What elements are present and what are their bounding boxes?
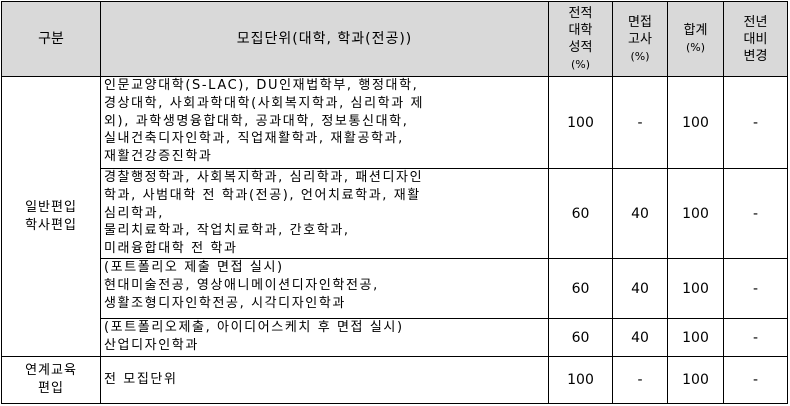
unit-cell: 경찰행정학과, 사회복지학과, 심리학과, 패션디자인 학과, 사범대학 전 학…: [100, 168, 549, 259]
header-transcript: 전적 대학 성적 (%): [548, 1, 613, 77]
unit-line: 학과, 사범대학 전 학과(전공), 언어치료학과, 재활: [104, 187, 421, 203]
header-text: 대비: [743, 31, 768, 47]
unit-line: 심리학과,: [104, 205, 164, 221]
header-row: 구분 모집단위(대학, 학과(전공)) 전적 대학 성적 (%) 면접 고사 (…: [1, 1, 788, 77]
group-label: 일반편입: [25, 199, 77, 215]
header-text: 면접: [628, 14, 652, 30]
change-cell: -: [723, 168, 788, 259]
unit-line: 경상대학, 사회과학대학(사회복지학과, 심리학과 제: [104, 95, 425, 111]
table-row: 일반편입 학사편입 인문교양대학(S-LAC), DU인재법학부, 행정대학, …: [1, 76, 788, 357]
header-interview: 면접 고사 (%): [612, 1, 668, 77]
interview-cell: 40: [612, 258, 668, 319]
unit-line: 물리치료학과, 작업치료학과, 간호학과,: [104, 223, 350, 239]
unit-cell: 인문교양대학(S-LAC), DU인재법학부, 행정대학, 경상대학, 사회과학…: [100, 76, 549, 169]
header-text: 성적: [568, 40, 593, 55]
table-row: 연계교육 편입 전 모집단위 100 - 100 -: [1, 356, 788, 404]
transcript-cell: 100: [548, 356, 613, 404]
unit-cell: 전 모집단위: [100, 356, 549, 404]
unit-line: 실내건축디자인학과, 직업재활학과, 재활공학과,: [104, 131, 404, 147]
group-label: 학사편입: [25, 217, 77, 233]
total-cell: 100: [667, 258, 724, 319]
header-change: 전년 대비 변경: [723, 1, 788, 77]
change-cell: -: [723, 258, 788, 319]
header-text: 합계: [683, 23, 708, 38]
header-text: (%): [630, 49, 650, 63]
header-text: (%): [685, 41, 706, 54]
total-cell: 100: [667, 318, 724, 357]
header-unit: 모집단위(대학, 학과(전공)): [100, 1, 549, 77]
transcript-cell: 60: [548, 168, 613, 259]
group-label: 편입: [38, 381, 64, 396]
total-cell: 100: [667, 356, 724, 404]
transcript-cell: 60: [548, 258, 613, 319]
transcript-cell: 60: [548, 318, 613, 357]
unit-line: 전 모집단위: [104, 372, 178, 388]
unit-cell: (포트폴리오제출, 아이디어스케치 후 면접 실시) 산업디자인학과: [100, 318, 549, 357]
header-text: 전년: [743, 14, 768, 30]
interview-cell: -: [612, 356, 668, 404]
unit-line: 재활건강증진학과: [104, 149, 213, 165]
header-text: 대학: [568, 23, 593, 38]
change-cell: -: [723, 76, 788, 169]
table-row: (포트폴리오제출, 아이디어스케치 후 면접 실시) 산업디자인학과 60 40…: [2, 318, 788, 357]
header-text: 전적: [568, 6, 593, 21]
group-general: 일반편입 학사편입: [1, 76, 101, 357]
header-category: 구분: [1, 1, 101, 77]
unit-line: 경찰행정학과, 사회복지학과, 심리학과, 패션디자인: [104, 170, 424, 185]
unit-line: 생활조형디자인학전공, 시각디자인학과: [104, 295, 346, 311]
header-text: 변경: [743, 48, 768, 64]
total-cell: 100: [667, 168, 724, 259]
unit-line: 현대미술전공, 영상애니메이션디자인학전공,: [104, 277, 379, 293]
total-cell: 100: [667, 76, 724, 169]
unit-line: (포트폴리오제출, 아이디어스케치 후 면접 실시): [104, 320, 404, 335]
unit-line: 미래융합대학 전 학과: [104, 241, 238, 257]
unit-line: 인문교양대학(S-LAC), DU인재법학부, 행정대학,: [104, 78, 419, 93]
transcript-cell: 100: [548, 76, 613, 169]
header-text: (%): [570, 58, 591, 71]
change-cell: -: [723, 318, 788, 357]
interview-cell: -: [612, 76, 668, 169]
unit-cell: (포트폴리오 제출 면접 실시) 현대미술전공, 영상애니메이션디자인학전공, …: [100, 258, 549, 319]
unit-line: 산업디자인학과: [104, 337, 199, 353]
change-cell: -: [723, 356, 788, 404]
table-row: 경찰행정학과, 사회복지학과, 심리학과, 패션디자인 학과, 사범대학 전 학…: [2, 168, 788, 259]
unit-line: (포트폴리오 제출 면접 실시): [104, 260, 284, 275]
header-total: 합계 (%): [667, 1, 724, 77]
group-linked: 연계교육 편입: [1, 356, 101, 404]
interview-cell: 40: [612, 168, 668, 259]
unit-line: 외), 과학생명융합대학, 공과대학, 정보통신대학,: [104, 113, 409, 129]
header-text: 고사: [628, 31, 652, 47]
table-row: (포트폴리오 제출 면접 실시) 현대미술전공, 영상애니메이션디자인학전공, …: [2, 258, 788, 319]
interview-cell: 40: [612, 318, 668, 357]
group-label: 연계교육: [25, 363, 77, 378]
